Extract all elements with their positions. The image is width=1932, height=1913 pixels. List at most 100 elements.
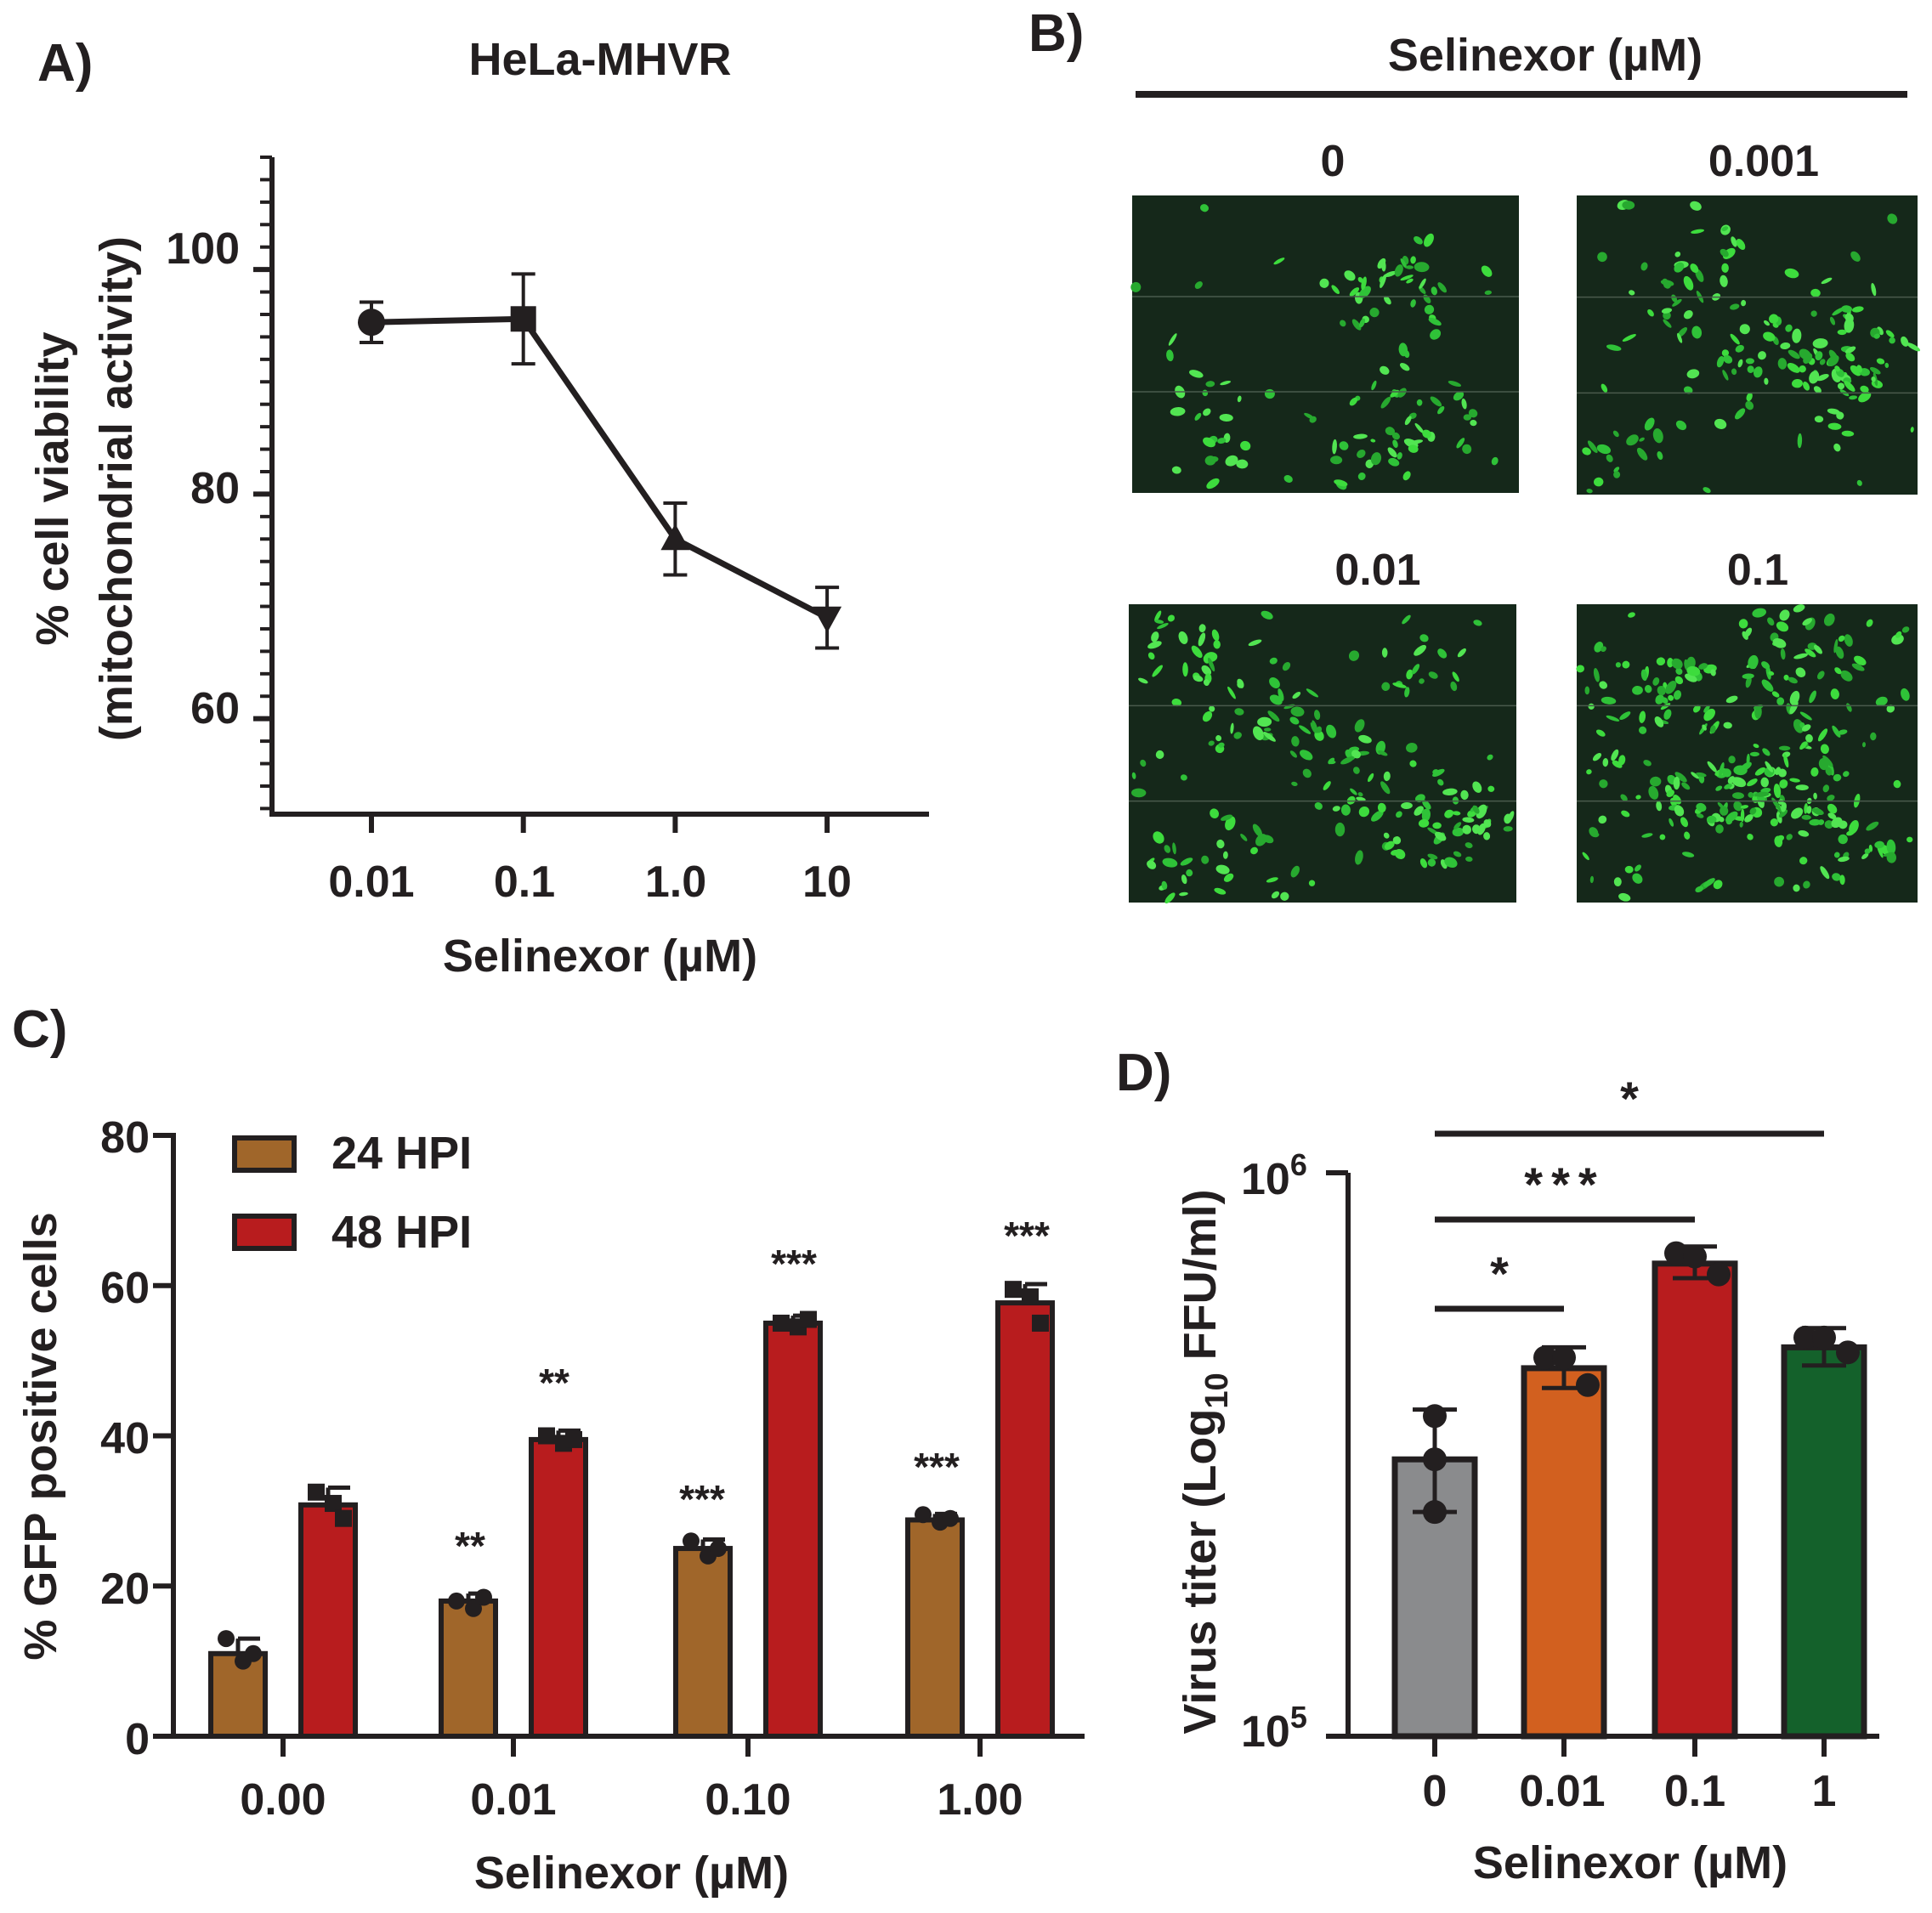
legend-label-48hpi: 48 HPI [331,1207,472,1258]
gfp-cell [1391,432,1400,440]
gfp-cell [1291,781,1298,787]
gfp-cell [1813,386,1822,393]
gfp-cell [1740,805,1749,809]
gfp-cell [1648,785,1659,800]
gfp-cell [1803,353,1813,365]
gfp-cell [1138,677,1148,684]
gfp-cell [1839,874,1845,886]
gfp-cell [1652,428,1663,444]
gfp-cell [1667,658,1674,668]
gfp-cell [1745,400,1754,410]
panel-c-data-point [1032,1314,1049,1332]
panel-c-y-tick-label: 40 [100,1414,150,1463]
gfp-cell [1257,716,1272,727]
gfp-cell [1350,788,1357,795]
gfp-cell [1261,610,1273,620]
gfp-cell [1815,351,1823,360]
gfp-cell [1810,288,1821,297]
gfp-cell [1823,613,1835,626]
gfp-cell [1849,395,1858,400]
gfp-cell [1643,760,1652,767]
gfp-cell [1744,814,1754,823]
gfp-cell [1180,774,1187,781]
gfp-cell [1907,836,1913,843]
panel-c-data-point [538,1427,555,1445]
gfp-cell [1291,736,1300,747]
gfp-cell [1721,263,1729,273]
gfp-cell [1801,814,1811,820]
gfp-cell [1772,637,1787,648]
gfp-cell [1683,386,1693,394]
gfp-cell [1181,874,1187,885]
panel-c-data-point [448,1592,465,1610]
gfp-cell [1168,333,1177,346]
gfp-cell [1686,665,1701,676]
gfp-cell [1430,396,1442,407]
gfp-cell [1789,700,1799,715]
gfp-cell [1739,821,1743,828]
gfp-cell [1787,362,1800,373]
micrograph-image [1129,604,1516,904]
gfp-cell [1487,785,1495,792]
gfp-cell [1636,447,1648,461]
panel-c-data-point [710,1540,727,1558]
gfp-cell [1606,344,1622,351]
panel-a-data-point [358,308,385,337]
gfp-cell [1484,290,1492,295]
gfp-cell [1780,648,1786,660]
gfp-cell [1172,842,1176,855]
gfp-cell [1695,886,1704,893]
gfp-cell [1725,818,1733,825]
gfp-cell [1717,801,1725,809]
gfp-cell [1422,800,1431,810]
gfp-cell [1215,864,1230,874]
gfp-cell [1721,226,1729,231]
gfp-cell [1690,201,1702,211]
panel-c-data-point [325,1495,342,1513]
gfp-cell [1731,368,1737,376]
gfp-cell [1844,346,1856,354]
panel-d-y-tick-label: 105 [1241,1700,1307,1757]
panel-b: B) Selinexor (µM) 0 0.001 0.01 0.1 [1028,4,1921,904]
gfp-cell [1810,310,1817,317]
gfp-cell [1334,479,1348,487]
gfp-cell [1788,349,1800,359]
gfp-cell [1809,371,1820,384]
gfp-cell [1358,806,1370,818]
gfp-cell [1827,354,1839,367]
gfp-cell [1674,676,1684,685]
gfp-cell [1213,640,1221,649]
gfp-cell [1450,681,1458,692]
gfp-cell [1269,657,1278,665]
panel-c-significance: ** ** *** *** *** *** [455,1214,1050,1568]
significance-mark: *** [771,1242,817,1286]
gfp-cell [1730,303,1740,310]
gfp-cell [1799,741,1808,750]
gfp-cell [1384,270,1397,277]
gfp-cell [1624,865,1634,874]
gfp-cell [1310,722,1317,733]
gfp-cell [1227,686,1236,699]
gfp-cell [1767,617,1775,626]
gfp-cell [1182,662,1188,677]
gfp-cell [1673,776,1680,790]
gfp-cell [1299,725,1312,734]
gfp-cell [1640,262,1648,271]
gfp-cell [1850,251,1861,262]
gfp-cell [1394,848,1406,860]
gfp-cell [1665,680,1677,694]
legend-swatch-24hpi [232,1135,297,1173]
gfp-cell [1655,694,1664,705]
gfp-cell [1189,370,1204,378]
gfp-cell [1684,659,1690,671]
gfp-cell [1280,891,1289,901]
panel-c-data-point [683,1532,700,1550]
gfp-cell [1432,768,1445,778]
gfp-cell [1812,338,1828,348]
panel-c-y-tick-label: 80 [100,1113,150,1163]
gfp-cell [1777,358,1788,370]
gfp-cell [1218,742,1225,748]
gfp-cell [1351,750,1361,759]
significance-mark: *** [1004,1214,1050,1258]
gfp-cell [1832,873,1841,881]
